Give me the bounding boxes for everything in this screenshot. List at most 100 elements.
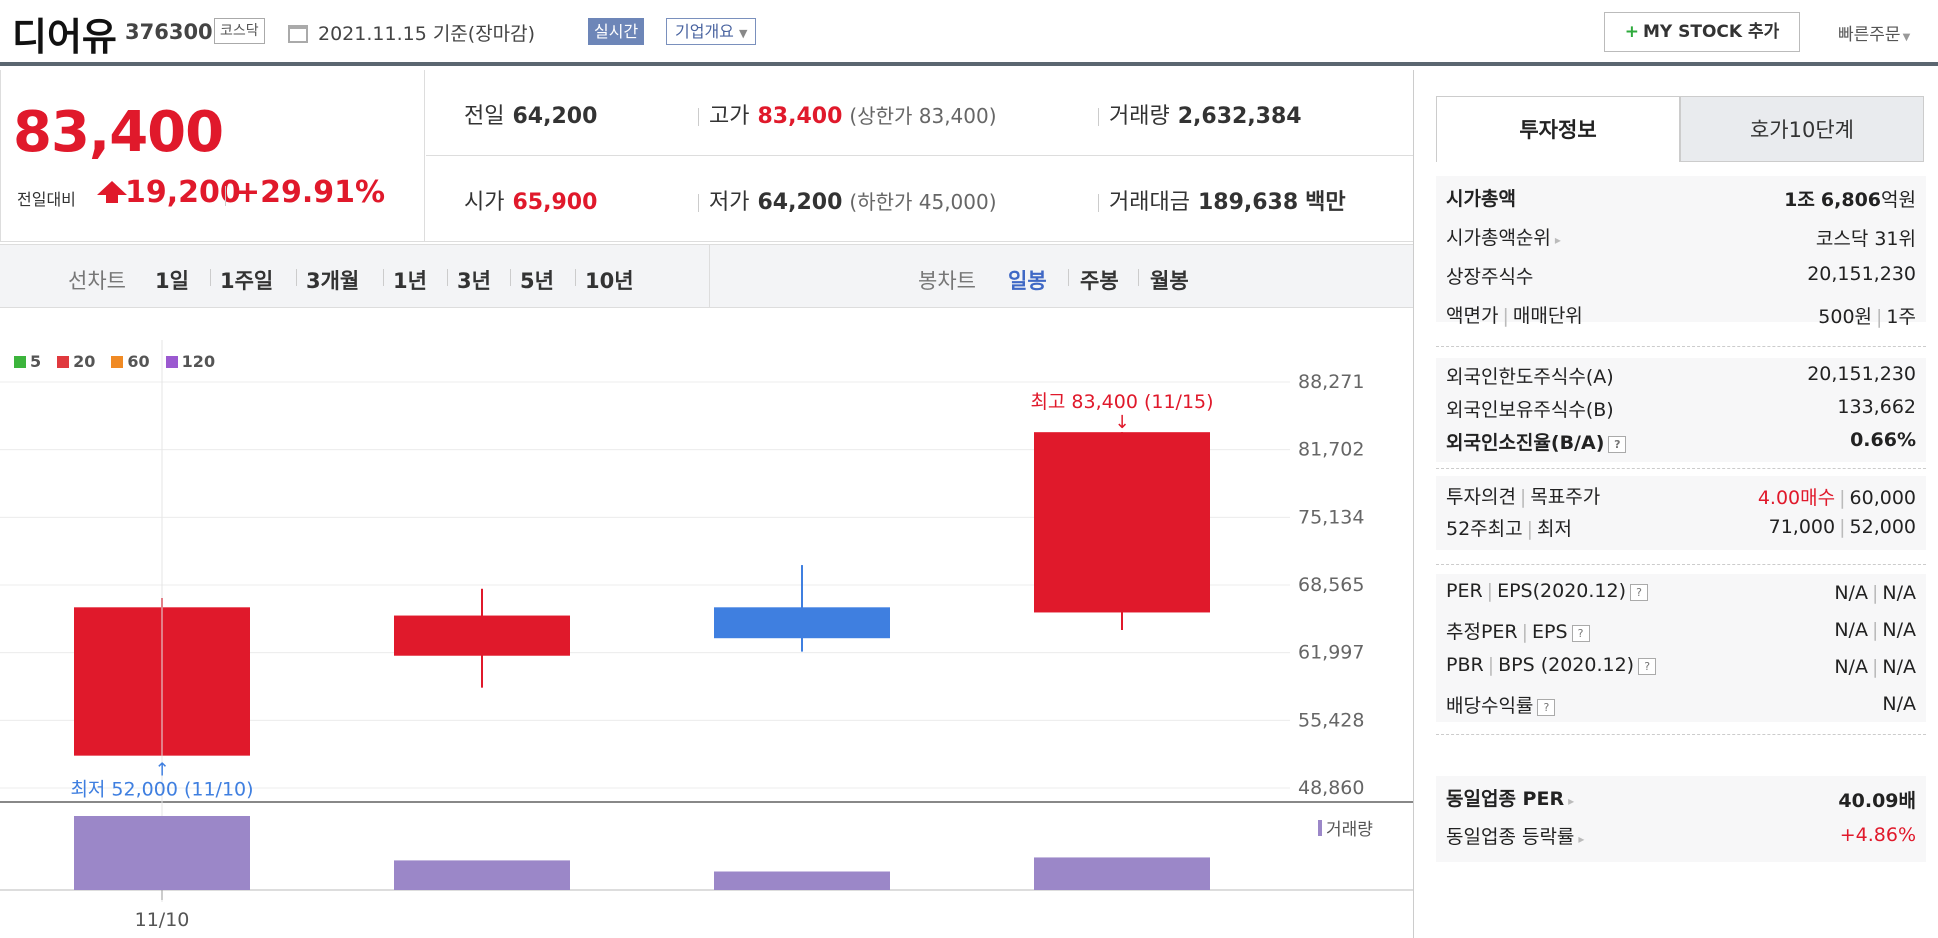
trade-unit: 1주 bbox=[1886, 306, 1916, 328]
help-icon[interactable]: ? bbox=[1608, 436, 1627, 453]
period-2[interactable]: 3개월 bbox=[306, 269, 360, 293]
est-eps-value: N/A bbox=[1882, 619, 1916, 641]
divider bbox=[698, 108, 699, 126]
divider: | bbox=[1876, 306, 1883, 328]
period-5[interactable]: 5년 bbox=[520, 269, 554, 293]
divider bbox=[510, 269, 511, 286]
period-4[interactable]: 3년 bbox=[457, 269, 491, 293]
divider bbox=[709, 245, 710, 307]
industry-per-text: 동일업종 PER bbox=[1446, 788, 1565, 810]
par-unit-value: 500원 | 1주 bbox=[1818, 302, 1916, 329]
divider bbox=[1436, 734, 1926, 735]
corp-overview-button[interactable]: 기업개요 ▼ bbox=[666, 18, 757, 45]
upper-limit: (상한가 83,400) bbox=[849, 104, 997, 128]
prev-close-label: 전일 bbox=[464, 104, 505, 129]
tab-orderbook-10[interactable]: 호가10단계 bbox=[1680, 96, 1924, 162]
week52-value: 71,000 | 52,000 bbox=[1769, 516, 1916, 538]
divider bbox=[383, 269, 384, 286]
market-cap-label: 시가총액 bbox=[1446, 188, 1516, 210]
market-cap-rank-value: 코스닥 31위 bbox=[1815, 228, 1916, 250]
info-row: 추정PER | EPS? N/A | N/A bbox=[1436, 611, 1926, 648]
divider bbox=[1138, 269, 1139, 286]
add-mystock-button[interactable]: + MY STOCK 추가 bbox=[1604, 12, 1800, 52]
bps-value: N/A bbox=[1882, 656, 1916, 678]
volume-label: 거래량 bbox=[1109, 104, 1170, 129]
period-6[interactable]: 10년 bbox=[585, 269, 634, 293]
dividend-yield-value: N/A bbox=[1882, 693, 1916, 715]
base-date: 2021.11.15 기준(장마감) bbox=[318, 23, 536, 45]
divider bbox=[1098, 194, 1099, 212]
help-icon[interactable]: ? bbox=[1630, 584, 1648, 601]
quick-order-label: 빠른주문 bbox=[1838, 25, 1901, 45]
corp-overview-label: 기업개요 bbox=[675, 22, 734, 41]
candle-period-2[interactable]: 월봉 bbox=[1150, 269, 1189, 293]
divider bbox=[225, 186, 226, 206]
info-row: 동일업종 PER ▸ 40.09배 bbox=[1436, 776, 1926, 816]
pbr-label: PBR bbox=[1446, 654, 1484, 676]
plus-icon: + bbox=[1624, 22, 1639, 42]
tab-investment-info[interactable]: 투자정보 bbox=[1436, 96, 1680, 162]
volume-bar bbox=[74, 816, 250, 890]
divider: | bbox=[1521, 621, 1529, 643]
market-cap-bold: 6,806 bbox=[1820, 189, 1882, 211]
lower-limit: (하한가 45,000) bbox=[849, 190, 997, 214]
info-row: 외국인소진율(B/A)? 0.66% bbox=[1436, 424, 1926, 457]
high-cell: 고가 83,400 (상한가 83,400) bbox=[698, 98, 997, 130]
info-group-opinion: 투자의견 | 목표주가 4.00매수 | 60,000 52주최고 | 최저 71,000 |… bbox=[1436, 476, 1926, 550]
ma-legend: 5 20 60 120 bbox=[14, 352, 231, 371]
info-row: PBR | BPS (2020.12)? N/A | N/A bbox=[1436, 648, 1926, 685]
up-arrow-icon bbox=[97, 181, 127, 203]
high-label: 고가 bbox=[709, 104, 750, 129]
info-row: 외국인보유주식수(B) 133,662 bbox=[1436, 391, 1926, 424]
foreign-hold-label: 외국인보유주식수(B) bbox=[1446, 399, 1614, 421]
help-icon[interactable]: ? bbox=[1638, 658, 1657, 675]
info-row: 액면가 | 매매단위 500원 | 1주 bbox=[1436, 293, 1926, 332]
period-3[interactable]: 1년 bbox=[393, 269, 427, 293]
down-arrow-icon: ↓ bbox=[1114, 412, 1129, 433]
per-label: PER bbox=[1446, 580, 1483, 602]
legend-label: 5 bbox=[30, 352, 42, 371]
target-price-value: 60,000 bbox=[1849, 487, 1916, 509]
volume-bar bbox=[1034, 857, 1210, 890]
stock-header: 디어유 376300 코스닥 2021.11.15 기준(장마감) 실시간 기업… bbox=[0, 0, 1938, 66]
divider: | bbox=[1519, 486, 1527, 508]
volume-cell: 거래량 2,632,384 bbox=[1098, 98, 1302, 130]
industry-per-label[interactable]: 동일업종 PER ▸ bbox=[1446, 784, 1574, 811]
help-icon[interactable]: ? bbox=[1571, 625, 1590, 642]
par-value-label: 액면가 bbox=[1446, 305, 1499, 327]
live-badge[interactable]: 실시간 bbox=[588, 18, 645, 45]
change-label: 전일대비 bbox=[17, 190, 76, 209]
candle-period-0[interactable]: 일봉 bbox=[1008, 269, 1047, 293]
divider: | bbox=[1839, 516, 1846, 538]
prev-close-value: 64,200 bbox=[512, 104, 598, 129]
info-row: 동일업종 등락률 ▸ +4.86% bbox=[1436, 816, 1926, 856]
opinion-label: 투자의견 | 목표주가 bbox=[1446, 482, 1600, 509]
invest-opinion-label: 투자의견 bbox=[1446, 486, 1516, 508]
week52-label: 52주최고 | 최저 bbox=[1446, 514, 1572, 541]
dividend-yield-label: 배당수익률? bbox=[1446, 691, 1556, 718]
divider: | bbox=[1871, 582, 1879, 604]
info-row: 투자의견 | 목표주가 4.00매수 | 60,000 bbox=[1436, 476, 1926, 510]
divider: | bbox=[1871, 619, 1879, 641]
divider bbox=[1436, 468, 1926, 469]
est-per-eps-label: 추정PER | EPS? bbox=[1446, 617, 1590, 644]
help-icon[interactable]: ? bbox=[1537, 699, 1556, 716]
foreign-ratio-value: 0.66% bbox=[1850, 429, 1916, 451]
stock-name: 디어유 bbox=[12, 15, 117, 59]
period-0[interactable]: 1일 bbox=[155, 269, 189, 293]
divider bbox=[575, 269, 576, 286]
candle-period-1[interactable]: 주봉 bbox=[1080, 269, 1119, 293]
bps-label: BPS (2020.12) bbox=[1498, 654, 1635, 676]
legend-item-ma20: 20 bbox=[57, 352, 95, 371]
week52-high-value: 71,000 bbox=[1768, 516, 1836, 538]
quick-order-button[interactable]: 빠른주문 ▼ bbox=[1838, 20, 1910, 45]
info-row: 배당수익률? N/A bbox=[1436, 685, 1926, 722]
eps-value: N/A bbox=[1882, 582, 1916, 604]
est-per-value: N/A bbox=[1834, 619, 1868, 641]
industry-change-label[interactable]: 동일업종 등락률 ▸ bbox=[1446, 822, 1584, 849]
period-1[interactable]: 1주일 bbox=[220, 269, 274, 293]
low-cell: 저가 64,200 (하한가 45,000) bbox=[698, 184, 997, 216]
open-value: 65,900 bbox=[512, 190, 598, 215]
legend-swatch bbox=[111, 356, 124, 368]
market-cap-rank-label[interactable]: 시가총액순위 ▸ bbox=[1446, 223, 1561, 250]
